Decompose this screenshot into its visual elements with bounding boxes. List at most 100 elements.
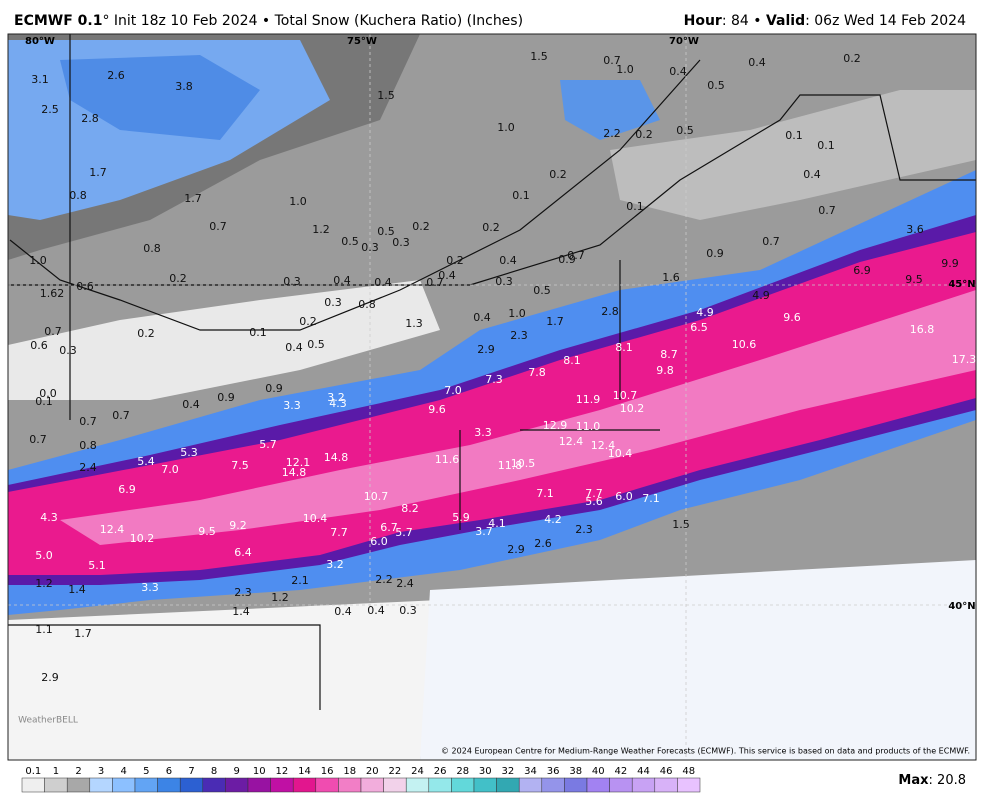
snow-label: 9.2 <box>229 519 247 532</box>
snow-label: 0.1 <box>512 189 530 202</box>
snow-label: 2.1 <box>291 574 309 587</box>
legend-swatch <box>428 777 452 793</box>
snow-label: 0.7 <box>112 409 130 422</box>
snow-label: 2.3 <box>510 329 528 342</box>
snow-label: 8.1 <box>615 341 633 354</box>
snow-label: 1.1 <box>35 623 53 636</box>
legend: 0.1 1 2 3 4 5 6 7 8 9 10 12 14 16 18 20 22 24 26 28 30 32 34 36… <box>21 766 701 793</box>
legend-swatch <box>89 777 113 793</box>
snow-label: 7.0 <box>444 384 462 397</box>
snow-label: 0.2 <box>137 327 155 340</box>
legend-swatch <box>518 777 543 793</box>
snow-label: 6.7 <box>380 521 398 534</box>
legend-tick-label: 24 <box>411 766 424 777</box>
snow-label: 5.7 <box>259 438 277 451</box>
legend-swatch <box>179 777 204 793</box>
snow-label: 0.2 <box>635 128 653 141</box>
model: ECMWF 0.1 <box>14 13 102 29</box>
snow-label: 2.4 <box>396 577 414 590</box>
snow-label: 0.3 <box>392 236 410 249</box>
snow-label: 3.7 <box>475 525 493 538</box>
snow-label: 1.62 <box>40 287 65 300</box>
snow-label: 10.6 <box>732 338 757 351</box>
snow-core <box>60 290 976 545</box>
legend-tick-label: 7 <box>188 766 194 777</box>
legend-tick-label: 0.1 <box>25 766 41 777</box>
snow-label: 0.2 <box>446 254 464 267</box>
snow-label: 7.3 <box>485 373 503 386</box>
snow-label: 6.0 <box>615 490 633 503</box>
snow-label: 6.4 <box>234 546 252 559</box>
snow-label: 7.7 <box>585 487 603 500</box>
map-area: 3.1 2.63.81.51.5 0.71.0 0.40.4 0.20.52.52.81… <box>8 34 976 760</box>
legend-tick-label: 1 <box>53 766 59 777</box>
legend-tick-label: 30 <box>479 766 492 777</box>
snow-label: 5.6 <box>585 495 603 508</box>
legend-swatch <box>225 777 249 793</box>
snow-label: 3.3 <box>283 399 301 412</box>
snow-label: 0.3 <box>59 344 77 357</box>
snow-label: 1.0 <box>616 63 634 76</box>
snow-label: 12.4 <box>591 439 616 452</box>
legend-swatch <box>564 777 588 793</box>
snow-label: 1.0 <box>497 121 515 134</box>
snow-label: 9.8 <box>656 364 674 377</box>
legend-tick-label: 26 <box>434 766 447 777</box>
snow-label: 10.4 <box>608 447 633 460</box>
snow-label: 9.5 <box>198 525 216 538</box>
legend-tick-label: 44 <box>637 766 650 777</box>
snow-label: 4.9 <box>752 289 770 302</box>
snow-label: 3.3 <box>474 426 492 439</box>
snow-label: 1.3 <box>405 317 423 330</box>
legend-tick-label: 34 <box>524 766 537 777</box>
light-area <box>8 280 440 400</box>
legend-swatch <box>631 777 656 793</box>
snow-label: 8.2 <box>401 502 419 515</box>
legend-tick-label: 38 <box>569 766 582 777</box>
hour-val: : 84 • <box>722 13 766 29</box>
valid-time: Hour: 84 • Valid: 06z Wed 14 Feb 2024 <box>684 13 966 29</box>
snow-label: 16.8 <box>910 323 935 336</box>
snow-label: 0.6 <box>76 280 94 293</box>
snow-label: 2.4 <box>79 461 97 474</box>
legend-tick-label: 5 <box>143 766 149 777</box>
snow-label: 1.2 <box>312 223 330 236</box>
legend-swatch <box>360 777 384 793</box>
legend-swatch <box>157 777 181 793</box>
snow-label: 0.3 <box>495 275 513 288</box>
snow-label: 5.3 <box>180 446 198 459</box>
legend-tick-label: 48 <box>682 766 695 777</box>
hour-key: Hour <box>684 13 722 29</box>
snow-label: 8.1 <box>563 354 581 367</box>
snow-label: 0.7 <box>603 54 621 67</box>
snow-label: 2.8 <box>81 112 99 125</box>
legend-tick-label: 18 <box>343 766 356 777</box>
snow-label: 0.7 <box>426 276 444 289</box>
snow-label: 2.9 <box>41 671 59 684</box>
lat-label: 45°N <box>948 279 975 290</box>
legend-tick-label: 14 <box>298 766 311 777</box>
snow-label: 0.7 <box>79 415 97 428</box>
snow-label: 1.4 <box>68 583 86 596</box>
snow-label: 0.5 <box>341 235 359 248</box>
legend-swatch <box>473 777 497 793</box>
snow-label: 2.3 <box>575 523 593 536</box>
snow-label: 0.2 <box>412 220 430 233</box>
snow-label: 5.9 <box>452 511 470 524</box>
legend-swatch <box>202 777 226 793</box>
snow-label: 6.9 <box>853 264 871 277</box>
snow-label: 1.0 <box>289 195 307 208</box>
snow-label: 0.4 <box>473 311 491 324</box>
legend-swatch <box>247 777 271 793</box>
snow-label: 0.1 <box>249 326 267 339</box>
snow-label: 0.8 <box>143 242 161 255</box>
snow-label: 0.4 <box>499 254 517 267</box>
snow-label: 0.4 <box>669 65 687 78</box>
snow-label: 4.2 <box>544 513 562 526</box>
legend-swatch <box>44 777 68 793</box>
snow-label: 0.2 <box>299 315 317 328</box>
snow-label: 0.7 <box>44 325 62 338</box>
snow-label: 1.7 <box>89 166 107 179</box>
snow-label: 0.4 <box>367 604 385 617</box>
legend-swatch <box>66 777 91 793</box>
